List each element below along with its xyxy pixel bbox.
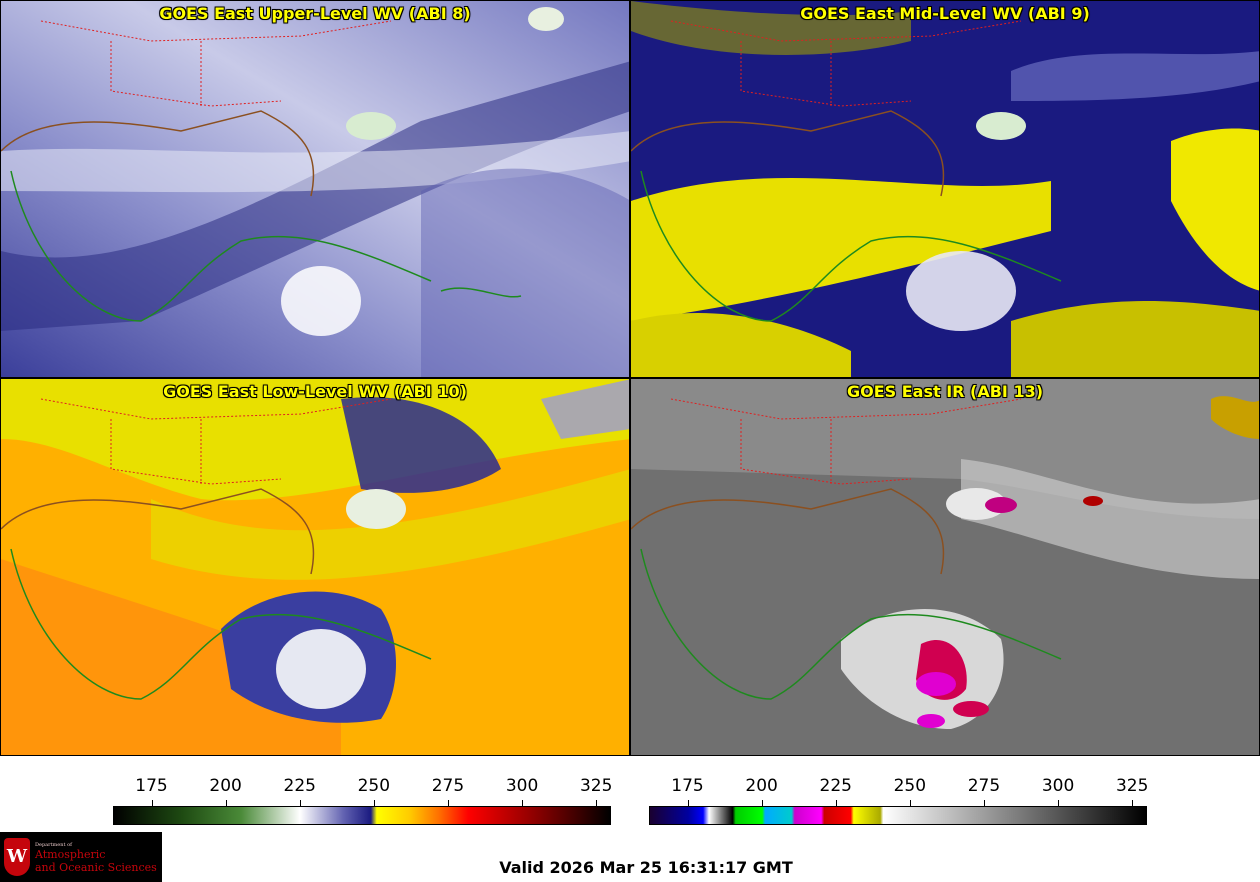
colorbar-tick-label: 325	[579, 776, 613, 796]
panel-low-wv: GOES East Low-Level WV (ABI 10)	[0, 378, 630, 756]
colorbar-tick-label: 250	[893, 776, 927, 796]
panel-title: GOES East Low-Level WV (ABI 10)	[163, 382, 467, 401]
ir-image	[631, 379, 1259, 755]
colorbar-tick-label: 225	[283, 776, 316, 796]
colorbar-tick-label: 300	[1041, 776, 1075, 796]
colorbar-tick-mark	[522, 800, 524, 806]
colorbar-tick-mark	[596, 800, 598, 806]
panel-title: GOES East IR (ABI 13)	[846, 382, 1044, 401]
colorbar-tick-label: 275	[967, 776, 1001, 796]
colorbar-tick-mark	[909, 800, 911, 806]
colorbar-tick-label: 300	[505, 776, 539, 796]
upper-wv-image	[1, 1, 629, 377]
ir-colorbar	[649, 806, 1147, 825]
colorbar-tick-mark	[299, 800, 301, 806]
colorbar-tick-label: 200	[209, 776, 242, 796]
panel-ir: GOES East IR (ABI 13)	[630, 378, 1260, 756]
valid-time: Valid 2026 Mar 25 16:31:17 GMT	[499, 858, 793, 877]
colorbar-tick-mark	[373, 800, 375, 806]
colorbar-tick-mark	[983, 800, 985, 806]
colorbar-tick-mark	[687, 800, 689, 806]
low-wv-image	[1, 379, 629, 755]
uw-crest-icon: W	[4, 838, 30, 876]
colorbar-tick-mark	[225, 800, 227, 806]
colorbar-tick-label: 325	[1115, 776, 1149, 796]
wv-colorbar	[113, 806, 611, 825]
panel-mid-wv: GOES East Mid-Level WV (ABI 9)	[630, 0, 1260, 378]
colorbar-tick-mark	[447, 800, 449, 806]
colorbar-tick-mark	[761, 800, 763, 806]
aos-logo: W Department of Atmospheric and Oceanic …	[0, 832, 162, 882]
colorbar-tick-mark	[1132, 800, 1134, 806]
colorbar-tick-mark	[835, 800, 837, 806]
colorbar-tick-mark	[1058, 800, 1060, 806]
colorbar-tick-label: 175	[135, 776, 168, 796]
logo-line2: and Oceanic Sciences	[35, 861, 157, 874]
colorbar-tick-label: 200	[745, 776, 778, 796]
mid-wv-image	[631, 1, 1259, 377]
colorbar-tick-label: 250	[357, 776, 391, 796]
colorbar-tick-mark	[151, 800, 153, 806]
panel-upper-wv: GOES East Upper-Level WV (ABI 8)	[0, 0, 630, 378]
colorbar-tick-label: 275	[431, 776, 465, 796]
colorbar-tick-label: 225	[819, 776, 852, 796]
panel-title: GOES East Mid-Level WV (ABI 9)	[800, 4, 1090, 23]
logo-line1: Atmospheric	[35, 848, 106, 861]
panel-title: GOES East Upper-Level WV (ABI 8)	[159, 4, 471, 23]
colorbar-tick-label: 175	[671, 776, 704, 796]
logo-dept: Department of	[35, 842, 72, 848]
